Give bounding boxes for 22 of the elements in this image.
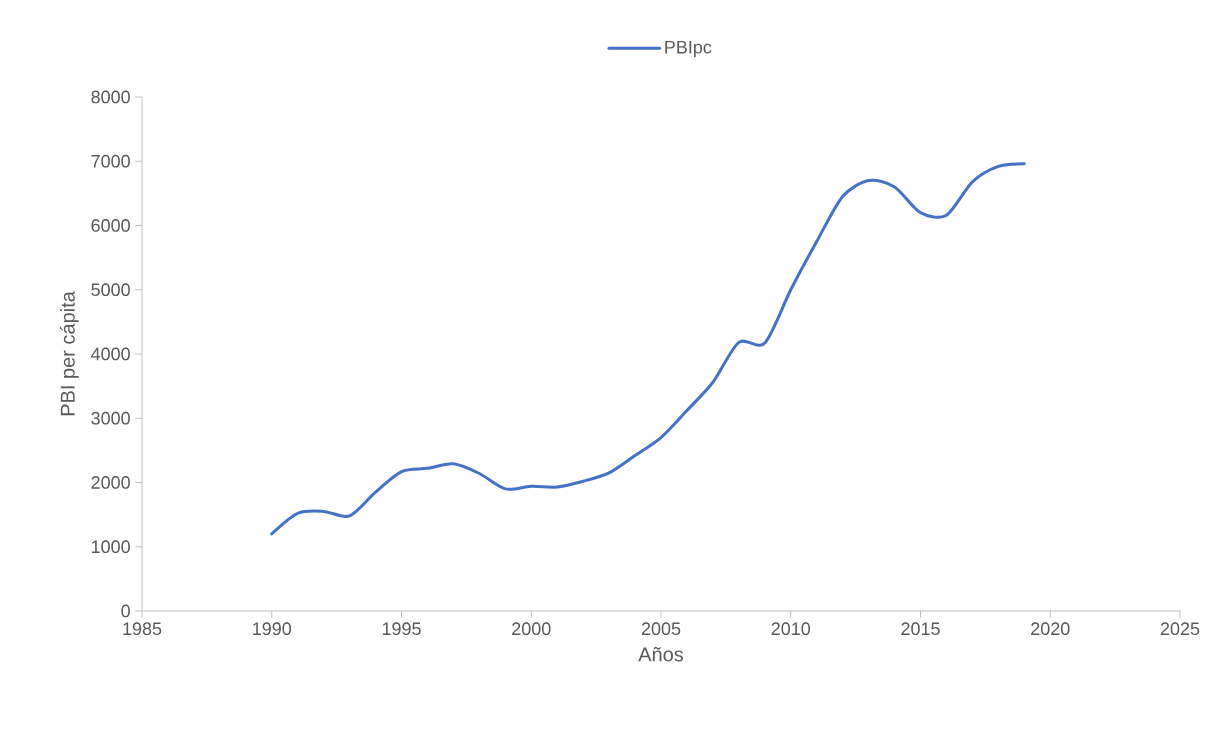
x-tick-label: 2015 [901,622,940,636]
x-tick-label: 2025 [1160,622,1200,636]
y-tick-label: 0 [121,604,130,618]
x-tick-label: 1985 [123,622,162,636]
x-axis-title: Años [638,646,684,662]
x-tick-label: 1995 [382,622,421,636]
y-tick-label: 6000 [91,219,130,232]
y-axis-title: PBI per cápita [59,291,79,416]
y-tick-label: 4000 [91,347,130,361]
y-tick-label: 1000 [91,540,130,554]
x-tick-label: 2000 [512,622,551,636]
legend-label: PBIpc [665,41,712,58]
x-tick-label: 2020 [1031,622,1070,636]
x-tick-label: 2005 [641,622,681,636]
x-tick-label: 1990 [253,622,292,636]
y-tick-label: 2000 [91,476,130,489]
y-tick-label: 3000 [91,411,130,425]
y-tick-label: 5000 [91,283,130,297]
line-series [270,162,1026,536]
y-tick-label: 8000 [91,90,130,104]
x-tick-label: 2010 [771,622,811,636]
y-tick-label: 7000 [91,154,130,168]
